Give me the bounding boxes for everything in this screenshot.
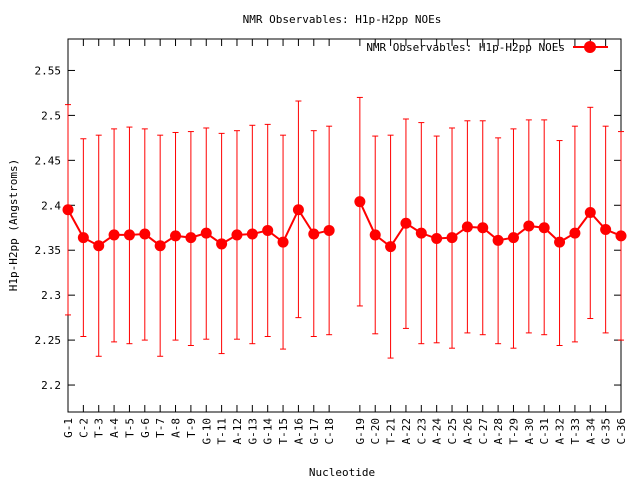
x-tick-label: A-4 — [108, 418, 121, 438]
x-tick-label: G-1 — [62, 418, 75, 438]
data-point — [277, 236, 289, 248]
data-point — [246, 228, 258, 240]
data-point — [216, 238, 228, 250]
data-point — [292, 204, 304, 216]
data-point — [523, 220, 535, 232]
data-point — [507, 232, 519, 244]
x-tick-label: G-10 — [200, 418, 213, 445]
x-tick-label: C-18 — [323, 418, 336, 445]
x-tick-label: C-2 — [77, 418, 90, 438]
x-tick-label: C-27 — [477, 418, 490, 445]
x-tick-label: A-12 — [231, 418, 244, 445]
data-point — [554, 236, 566, 248]
series-line — [67, 201, 622, 249]
x-tick-label: A-30 — [523, 418, 536, 445]
x-tick-label: C-36 — [615, 418, 628, 445]
y-tick-label: 2.55 — [35, 64, 62, 77]
data-point — [615, 230, 627, 242]
data-point — [354, 196, 366, 208]
data-point — [400, 217, 412, 229]
data-point — [108, 229, 120, 241]
x-tick-label: T-7 — [154, 418, 167, 438]
x-tick-label: A-22 — [400, 418, 413, 445]
legend-label: NMR Observables: H1p-H2pp NOEs — [366, 41, 565, 54]
data-point — [477, 222, 489, 234]
y-axis-label: H1p-H2pp (Angstroms) — [7, 159, 20, 291]
x-tick-label: T-21 — [385, 418, 398, 445]
data-point — [93, 240, 105, 252]
data-point — [569, 227, 581, 239]
chart-title: NMR Observables: H1p-H2pp NOEs — [243, 13, 442, 26]
x-tick-label: G-19 — [354, 418, 367, 445]
x-tick-label: A-32 — [554, 418, 567, 445]
data-point — [431, 233, 443, 245]
x-tick-label: G-6 — [139, 418, 152, 438]
x-tick-label: T-11 — [216, 418, 229, 445]
series-segment — [67, 207, 330, 247]
x-tick-label: C-31 — [538, 418, 551, 445]
x-tick-label: C-20 — [369, 418, 382, 445]
x-tick-label: G-35 — [600, 418, 613, 445]
x-axis-label: Nucleotide — [309, 466, 375, 479]
data-points — [62, 196, 627, 253]
x-tick-label: T-33 — [569, 418, 582, 445]
x-tick-label: T-29 — [507, 418, 520, 445]
y-tick-label: 2.25 — [35, 334, 62, 347]
data-point — [62, 204, 74, 216]
data-point — [446, 232, 458, 244]
data-point — [123, 229, 135, 241]
legend-marker — [584, 41, 596, 53]
data-point — [308, 228, 320, 240]
legend: NMR Observables: H1p-H2pp NOEs — [366, 41, 608, 54]
x-tick-label: T-9 — [185, 418, 198, 438]
y-tick-label: 2.3 — [41, 289, 61, 302]
data-point — [200, 227, 212, 239]
data-point — [77, 232, 89, 244]
x-tick-label: T-5 — [123, 418, 136, 438]
data-point — [492, 234, 504, 246]
data-point — [185, 232, 197, 244]
plot-frame — [67, 38, 622, 413]
x-tick-label: A-8 — [170, 418, 183, 438]
y-axis: 2.2 2.25 2.3 2.35 2.4 2.45 2.5 2.55 — [35, 64, 621, 392]
y-tick-label: 2.4 — [41, 199, 61, 212]
x-tick-label: G-17 — [308, 418, 321, 445]
data-point — [538, 222, 550, 234]
x-tick-label: A-24 — [431, 418, 444, 445]
data-point — [369, 229, 381, 241]
data-point — [584, 206, 596, 218]
x-tick-label: C-25 — [446, 418, 459, 445]
y-tick-label: 2.5 — [41, 109, 61, 122]
data-point — [415, 227, 427, 239]
x-tick-label: C-23 — [415, 418, 428, 445]
x-tick-label: G-14 — [262, 418, 275, 445]
x-tick-label: A-16 — [292, 418, 305, 445]
data-point — [600, 224, 612, 236]
data-point — [170, 230, 182, 242]
data-point — [385, 241, 397, 253]
data-point — [139, 228, 151, 240]
data-point — [323, 224, 335, 236]
x-tick-label: T-3 — [93, 418, 106, 438]
y-tick-label: 2.45 — [35, 154, 62, 167]
x-tick-label: A-26 — [461, 418, 474, 445]
plot-area — [67, 38, 622, 413]
x-tick-label: T-15 — [277, 418, 290, 445]
data-point — [262, 224, 274, 236]
data-point — [461, 221, 473, 233]
x-axis: G-1 C-2 T-3 A-4 T-5 G-6 T-7 A-8 T-9 G-10 T-11 A-12 G… — [62, 39, 628, 445]
y-tick-label: 2.35 — [35, 244, 62, 257]
data-point — [154, 240, 166, 252]
x-tick-label: A-28 — [492, 418, 505, 445]
series-segment — [358, 201, 622, 249]
y-tick-label: 2.2 — [41, 379, 61, 392]
data-point — [231, 229, 243, 241]
x-tick-label: A-34 — [584, 418, 597, 445]
x-tick-label: G-13 — [246, 418, 259, 445]
